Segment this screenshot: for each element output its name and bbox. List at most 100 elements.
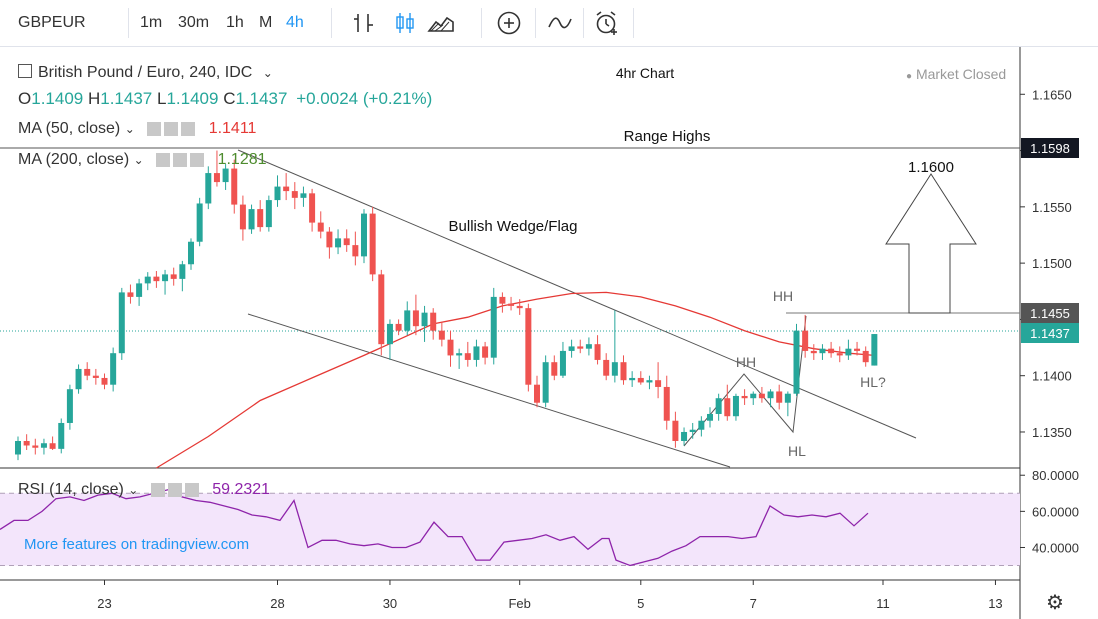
candle-body (603, 359, 610, 376)
candle-body (707, 413, 713, 421)
close-icon[interactable] (190, 152, 205, 167)
close-value: 1.1437 (235, 89, 288, 108)
ma200-name: MA (200, close) (18, 151, 130, 168)
rsi-legend[interactable]: RSI (14, close) ⌄ 59.2321 (18, 481, 270, 499)
price-tick-label: 1.1400 (1032, 369, 1072, 384)
chevron-down-icon[interactable]: ⌄ (262, 66, 273, 80)
candle-body (655, 380, 662, 387)
candle-body (92, 375, 99, 378)
interval-4h[interactable]: 4h (286, 14, 304, 31)
indicator-buttons[interactable] (150, 481, 202, 498)
last-price-tag (1021, 323, 1079, 343)
wedge-upper-trendline[interactable] (237, 149, 917, 439)
candle-body (300, 193, 307, 198)
candle-body (758, 393, 765, 399)
candle-body (871, 334, 878, 366)
instrument-legend[interactable]: British Pound / Euro, 240, IDC ⌄ (18, 64, 273, 82)
time-tick-label: 11 (876, 596, 890, 611)
interval-30m[interactable]: 30m (178, 14, 210, 31)
rsi-axis: 80.0000 60.0000 40.0000 (1020, 468, 1079, 555)
chevron-down-icon[interactable]: ⌄ (124, 122, 135, 136)
indicator-buttons[interactable] (147, 120, 198, 137)
symbol-search[interactable]: GBPEUR (18, 14, 86, 31)
candle-body (490, 296, 497, 358)
price-chart[interactable]: 1.16501.16001.15501.15001.14501.14001.13… (0, 47, 1098, 619)
collapse-icon[interactable] (18, 64, 32, 78)
candle-body (395, 323, 402, 331)
candle-body (283, 186, 290, 192)
candle-body (724, 398, 731, 417)
rsi-line (0, 487, 869, 567)
candle-body (629, 377, 636, 381)
ma50-legend[interactable]: MA (50, close) ⌄ 1.1411 (18, 120, 256, 138)
tradingview-link[interactable]: More features on tradingview.com (24, 536, 250, 553)
target-label: 1.1600 (908, 159, 954, 176)
candle-body (741, 395, 748, 399)
area-icon[interactable] (427, 11, 455, 35)
ma200-legend[interactable]: MA (200, close) ⌄ 1.1281 (18, 151, 267, 169)
target-arrow[interactable] (885, 173, 977, 314)
eye-icon[interactable] (150, 482, 165, 497)
candle-body (559, 350, 566, 376)
wedge-lower-trendline[interactable] (247, 313, 731, 468)
candle-body (534, 384, 540, 403)
settings-gear-icon[interactable]: ⚙ (1046, 592, 1064, 614)
interval-1h[interactable]: 1h (226, 14, 244, 31)
gear-icon[interactable] (167, 482, 182, 497)
candle-body (352, 245, 359, 257)
market-status-text: Market Closed (915, 66, 1007, 82)
chevron-down-icon[interactable]: ⌄ (133, 153, 144, 167)
candle-type-icon[interactable] (352, 11, 376, 35)
candle-body (127, 292, 134, 297)
gear-icon[interactable] (164, 121, 179, 136)
candle-body (698, 420, 705, 430)
candle-body (819, 348, 826, 354)
candle-body (836, 353, 843, 356)
candle-body (438, 330, 445, 340)
candle-body (784, 393, 791, 403)
ma50-line (156, 291, 875, 469)
candle-body (15, 440, 21, 455)
ohlc-legend: O1.1409 H1.1437 L1.1409 C1.1437 +0.0024 … (18, 89, 433, 108)
indicator-buttons[interactable] (156, 151, 207, 168)
indicators-icon[interactable] (547, 12, 573, 34)
rsi-band (0, 493, 1020, 566)
candle-body (611, 362, 618, 376)
chevron-down-icon[interactable]: ⌄ (128, 483, 139, 497)
candle-body (637, 377, 644, 383)
candles-icon[interactable] (393, 11, 417, 35)
rsi-value: 59.2321 (212, 481, 271, 498)
hl-label: HL (788, 443, 806, 459)
status-dot-icon: ● (906, 71, 913, 82)
hh-label-lower: HH (736, 354, 756, 370)
interval-1m[interactable]: 1m (140, 14, 163, 31)
candle-body (568, 346, 575, 351)
top-toolbar: GBPEUR 1m 30m 1h M 4h (0, 0, 1098, 47)
close-icon[interactable] (184, 482, 199, 497)
time-tick-label: 7 (750, 596, 757, 611)
candle-body (793, 330, 800, 394)
high-value: 1.1437 (100, 89, 153, 108)
candle-body (430, 312, 437, 331)
time-tick-label: 28 (270, 596, 284, 611)
candle-body (802, 330, 809, 351)
gear-icon[interactable] (173, 152, 188, 167)
candle-body (40, 443, 47, 448)
candle-body (309, 193, 316, 223)
candlesticks (15, 150, 878, 461)
add-icon[interactable] (496, 10, 522, 36)
range-high-price-text: 1.1598 (1030, 141, 1070, 156)
candle-body (136, 283, 143, 297)
eye-icon[interactable] (147, 121, 162, 136)
candle-body (404, 310, 411, 331)
time-tick-label: 5 (637, 596, 644, 611)
eye-icon[interactable] (156, 152, 171, 167)
candle-body (464, 353, 471, 360)
candle-body (32, 445, 39, 448)
close-icon[interactable] (181, 121, 196, 136)
interval-month[interactable]: M (259, 14, 273, 31)
toolbar-divider (331, 8, 332, 38)
time-tick-label: Feb (508, 596, 530, 611)
candle-body (205, 173, 212, 204)
alert-icon[interactable] (594, 10, 620, 36)
